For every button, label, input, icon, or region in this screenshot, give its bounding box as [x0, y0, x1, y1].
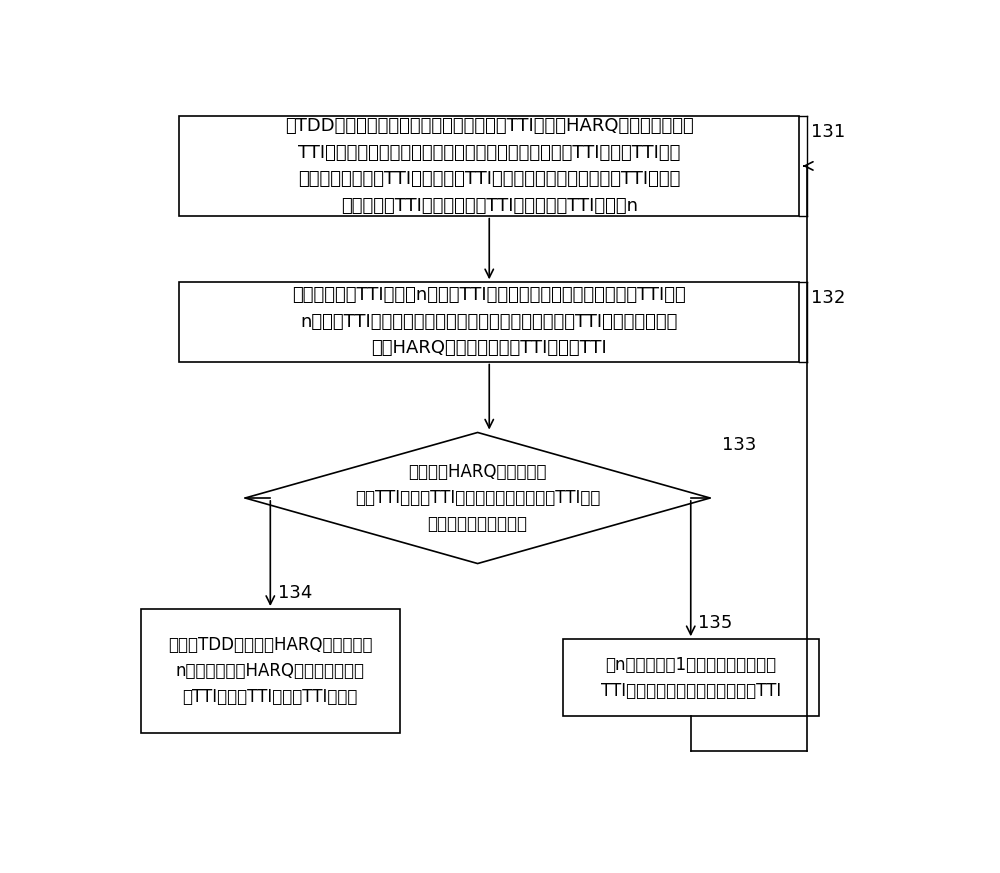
FancyBboxPatch shape — [140, 609, 400, 733]
FancyBboxPatch shape — [179, 116, 799, 216]
Text: 134: 134 — [278, 584, 312, 602]
Text: 在TDD帧结构中，将第一传输传输时间间隔TTI作为一HARQ进程的初次传输
TTI，确定满足预设反馈重传时序关系，且使得初次传输TTI与重传TTI的间
隔最小的: 在TDD帧结构中，将第一传输传输时间间隔TTI作为一HARQ进程的初次传输 TT… — [285, 117, 694, 215]
Text: 135: 135 — [698, 615, 733, 632]
Text: 判断每个HARQ进程的初次
传输TTI和重传TTI之间是否都存在一反馈TTI满足
所述反馈重传时序关系: 判断每个HARQ进程的初次 传输TTI和重传TTI之间是否都存在一反馈TTI满足… — [355, 463, 600, 533]
Text: 131: 131 — [811, 123, 845, 141]
Text: 则确定TDD帧结构的HARQ进程数量为
n，并得到每个HARQ进程中的初次传
输TTI、反馈TTI和重传TTI的位置: 则确定TDD帧结构的HARQ进程数量为 n，并得到每个HARQ进程中的初次传 输… — [168, 636, 373, 706]
Text: 133: 133 — [722, 436, 756, 454]
FancyBboxPatch shape — [563, 639, 819, 717]
FancyBboxPatch shape — [179, 282, 799, 361]
Polygon shape — [245, 432, 710, 564]
Text: 将n的当前值加1，并将所述第一重传
TTI移动至当前位置的下一个传输TTI: 将n的当前值加1，并将所述第一重传 TTI移动至当前位置的下一个传输TTI — [601, 656, 781, 700]
Text: 132: 132 — [811, 289, 845, 307]
Text: 对从第一传输TTI开始的n个传输TTI依次编号，以及，对从第二传输TTI开始
n个传输TTI依次编号，其中，同一编号的前后两个传输TTI分别为该编号对
应的HA: 对从第一传输TTI开始的n个传输TTI依次编号，以及，对从第二传输TTI开始 n… — [292, 286, 686, 357]
